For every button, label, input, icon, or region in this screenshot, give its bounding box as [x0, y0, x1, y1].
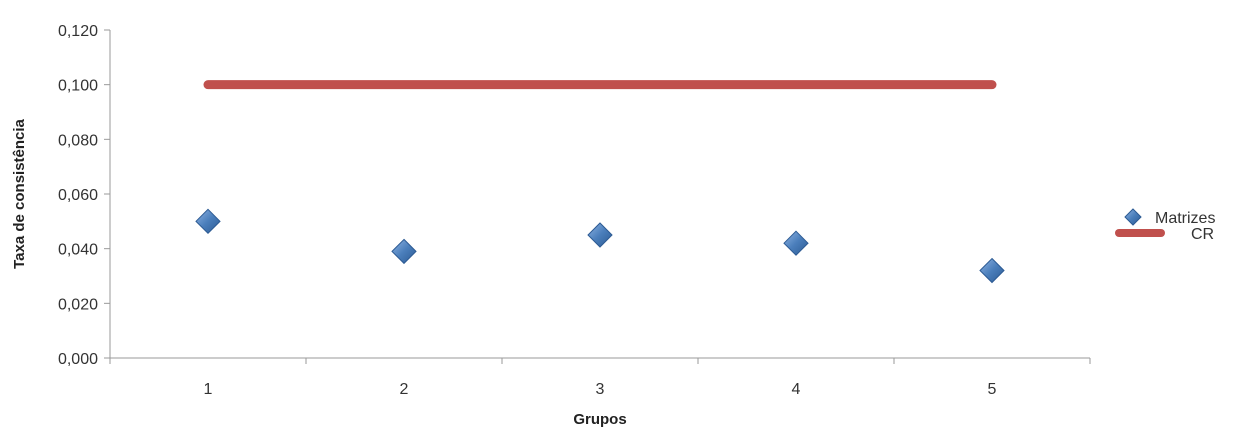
y-tick-label: 0,060	[58, 187, 98, 204]
matrizes-point	[783, 230, 809, 256]
y-tick-label: 0,000	[58, 351, 98, 368]
matrizes-point	[979, 257, 1005, 284]
legend-item-cr: CR	[1115, 226, 1214, 243]
series-matrizes	[195, 208, 1005, 284]
legend-label-matrizes: Matrizes	[1155, 210, 1215, 227]
x-ticks: 1 2 3 4 5	[109, 358, 1091, 398]
x-tick-label: 5	[988, 381, 997, 398]
x-axis-title: Grupos	[573, 411, 626, 428]
y-ticks: 0,000 0,020 0,040 0,060 0,080 0,100 0,120	[58, 23, 110, 368]
x-tick-label: 3	[596, 381, 605, 398]
x-tick-label: 4	[792, 381, 801, 398]
y-tick-label: 0,120	[58, 23, 98, 40]
legend: Matrizes CR	[1115, 208, 1215, 243]
matrizes-point	[195, 208, 221, 235]
legend-item-matrizes: Matrizes	[1124, 208, 1215, 227]
x-tick-label: 2	[400, 381, 409, 398]
legend-label-cr: CR	[1191, 226, 1214, 243]
y-tick-label: 0,080	[58, 132, 98, 149]
legend-marker-matrizes	[1124, 208, 1142, 226]
y-tick-label: 0,020	[58, 296, 98, 313]
matrizes-point	[587, 222, 613, 248]
x-tick-label: 1	[204, 381, 213, 398]
y-tick-label: 0,100	[58, 78, 98, 95]
matrizes-point	[391, 238, 417, 265]
y-tick-label: 0,040	[58, 242, 98, 259]
y-axis-title: Taxa de consistência	[11, 118, 28, 268]
